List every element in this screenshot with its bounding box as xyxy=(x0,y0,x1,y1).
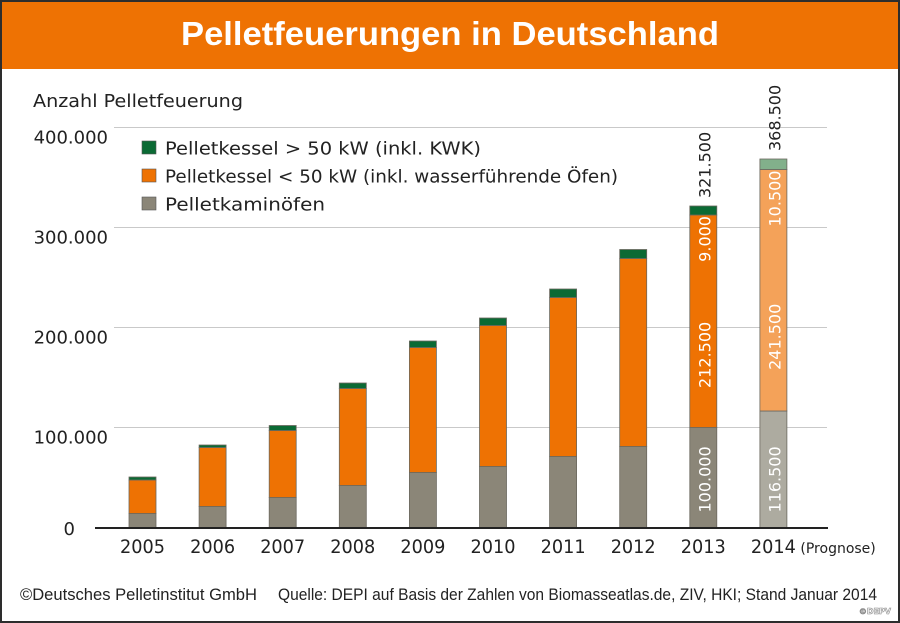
legend-item-pelletkessel-over-50kw: Pelletkessel > 50 kW (inkl. KWK) xyxy=(141,139,481,160)
bar-segment-pelletkessel-over-50kw-2014 xyxy=(759,158,788,170)
bar-segment-pelletkessel-under-50kw-2007 xyxy=(268,430,297,498)
bar-segment-pelletkessel-over-50kw-2008 xyxy=(338,382,367,389)
x-tick-label: 2013 xyxy=(681,536,726,558)
legend-swatch xyxy=(141,140,157,155)
legend-item-pelletkessel-under-50kw: Pelletkessel < 50 kW (inkl. wasserführen… xyxy=(141,166,618,188)
legend-swatch xyxy=(141,196,157,211)
legend-label: Pelletkessel < 50 kW (inkl. wasserführen… xyxy=(165,166,618,188)
segment-label-pelletkaminoefen: 116.500 xyxy=(765,446,784,512)
segment-label-pelletkessel-under-50kw: 212.500 xyxy=(695,322,714,388)
x-tick-label: 2006 xyxy=(190,536,235,558)
bar-segment-pelletkessel-over-50kw-2006 xyxy=(198,444,227,448)
y-tick-label: 300.000 xyxy=(34,228,108,249)
segment-label-pelletkessel-over-50kw: 10.500 xyxy=(765,171,784,227)
bar-segment-pelletkessel-under-50kw-2010 xyxy=(479,325,507,467)
bar-segment-pelletkessel-over-50kw-2009 xyxy=(408,340,437,348)
legend-swatch xyxy=(141,168,157,183)
y-tick-label: 200.000 xyxy=(34,328,108,349)
y-tick-label: 0 xyxy=(64,519,75,540)
bar-segment-pelletkaminoefen-2007 xyxy=(268,497,297,528)
y-axis-title: Anzahl Pelletfeuerung xyxy=(33,91,243,112)
total-label: 321.500 xyxy=(695,132,714,198)
bar-segment-pelletkessel-under-50kw-2014 xyxy=(759,169,788,412)
bar-segment-pelletkaminoefen-2010 xyxy=(479,466,507,528)
data-labels: 321.500 9.000 100.000 212.500 368.500 10.500 1… xyxy=(695,85,784,513)
bar-segment-pelletkaminoefen-2012 xyxy=(619,446,648,528)
bar-segment-pelletkaminoefen-2005 xyxy=(128,513,157,528)
bar-segment-pelletkessel-under-50kw-2005 xyxy=(128,479,157,514)
header-band xyxy=(0,0,900,69)
watermark-text: ©DEPV xyxy=(859,607,892,616)
bar-segment-pelletkessel-under-50kw-2008 xyxy=(338,388,367,486)
segment-label-pelletkessel-over-50kw: 9.000 xyxy=(695,216,714,262)
y-tick-label: 400.000 xyxy=(34,128,108,149)
bar-segment-pelletkessel-over-50kw-2010 xyxy=(479,317,507,326)
bar-segment-pelletkessel-over-50kw-2012 xyxy=(619,249,648,259)
x-tick-label: 2008 xyxy=(330,536,375,558)
source-text: Quelle: DEPI auf Basis der Zahlen von Bi… xyxy=(278,586,877,604)
bar-segment-pelletkaminoefen-2009 xyxy=(408,472,437,528)
x-tick-label: 2012 xyxy=(611,536,656,558)
legend-label: Pelletkaminöfen xyxy=(165,195,325,216)
bar-segment-pelletkessel-under-50kw-2006 xyxy=(198,447,227,507)
bar-segment-pelletkessel-under-50kw-2012 xyxy=(619,258,648,447)
bar-segment-pelletkaminoefen-2013 xyxy=(689,427,718,528)
x-tick-label: 2005 xyxy=(120,536,165,558)
legend-item-pelletkaminoefen: Pelletkaminöfen xyxy=(141,195,325,216)
x-tick-label: 2011 xyxy=(541,536,586,558)
bar-segment-pelletkessel-under-50kw-2009 xyxy=(408,347,437,473)
forecast-note: (Prognose) xyxy=(800,541,875,557)
legend: Pelletkessel > 50 kW (inkl. KWK) Pelletke… xyxy=(141,139,618,216)
bar-segment-pelletkessel-over-50kw-2005 xyxy=(128,476,157,481)
x-tick-label: 2010 xyxy=(471,536,516,558)
copyright-text: ©Deutsches Pelletinstitut GmbH xyxy=(20,586,257,604)
bar-segment-pelletkessel-over-50kw-2013 xyxy=(689,205,718,216)
segment-label-pelletkessel-under-50kw: 241.500 xyxy=(765,304,784,370)
segment-label-pelletkaminoefen: 100.000 xyxy=(695,446,714,512)
chart-title: Pelletfeuerungen in Deutschland xyxy=(181,15,719,52)
bar-segment-pelletkessel-over-50kw-2007 xyxy=(268,425,297,431)
x-tick-label: 2009 xyxy=(400,536,445,558)
bar-segment-pelletkaminoefen-2006 xyxy=(198,506,227,528)
bar-segment-pelletkessel-under-50kw-2013 xyxy=(689,214,718,428)
bars xyxy=(128,158,788,528)
axes: 2005 2006 2007 2008 2009 2010 2011 2012 2013 2014… xyxy=(95,527,876,558)
x-tick-label: 2007 xyxy=(260,536,305,558)
bar-segment-pelletkessel-over-50kw-2011 xyxy=(549,288,577,298)
bar-segment-pelletkessel-under-50kw-2011 xyxy=(549,297,577,457)
x-tick-label: 2014 xyxy=(751,536,796,558)
total-label: 368.500 xyxy=(765,85,784,151)
bar-segment-pelletkaminoefen-2014 xyxy=(759,410,788,528)
bar-segment-pelletkaminoefen-2008 xyxy=(338,485,367,528)
legend-label: Pelletkessel > 50 kW (inkl. KWK) xyxy=(165,139,481,160)
bar-segment-pelletkaminoefen-2011 xyxy=(549,456,577,528)
y-tick-label: 100.000 xyxy=(34,428,108,449)
